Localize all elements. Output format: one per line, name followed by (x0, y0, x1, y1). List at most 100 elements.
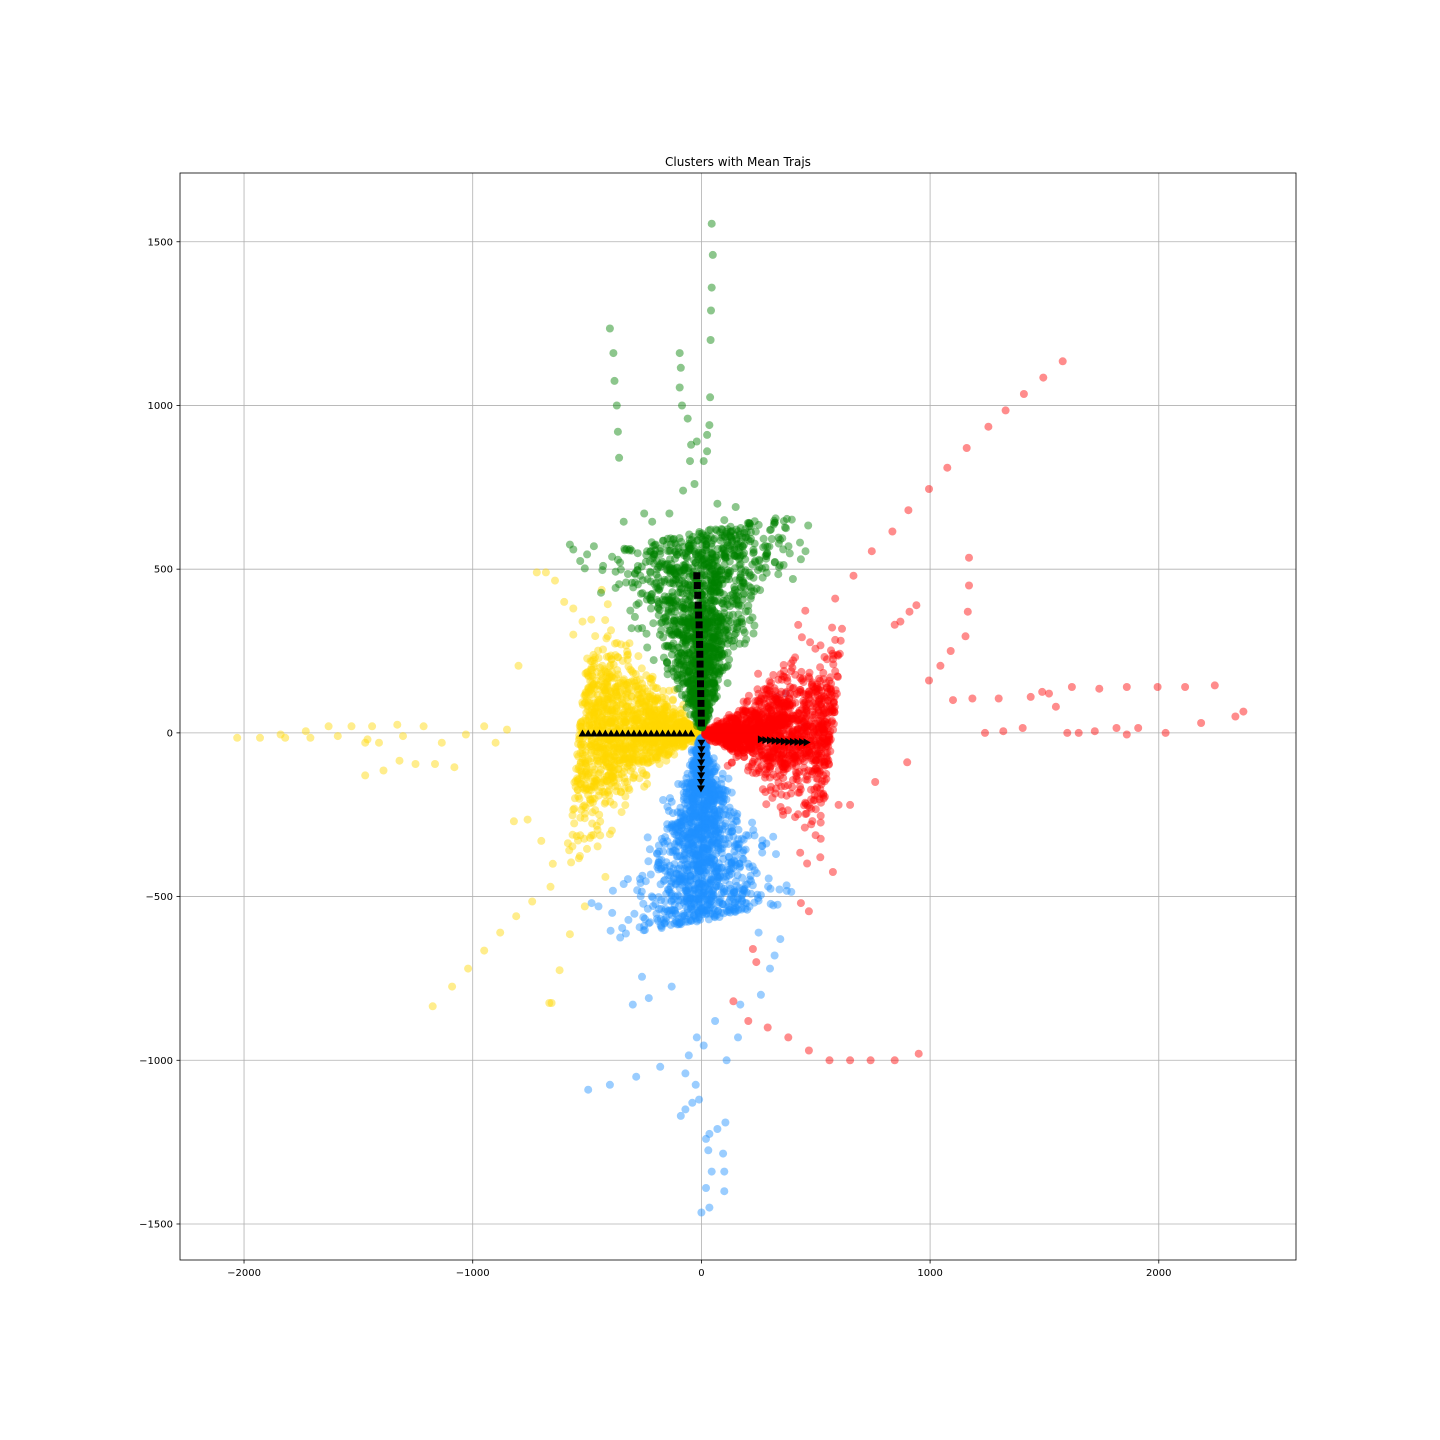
cluster-outlier-point (503, 725, 511, 734)
cluster-point (618, 692, 627, 701)
cluster-point (636, 694, 645, 703)
cluster-point (616, 558, 625, 567)
cluster-point (615, 748, 624, 757)
cluster-point (598, 743, 607, 752)
cluster-point (611, 743, 620, 752)
cluster-outlier-point (804, 1046, 813, 1055)
cluster-point (589, 720, 598, 729)
cluster-point (601, 790, 609, 799)
cluster-point (614, 653, 623, 662)
cluster-point (580, 814, 589, 823)
cluster-outlier-point (361, 738, 370, 747)
cluster-outlier-point (965, 581, 973, 590)
cluster-point (609, 773, 618, 782)
cluster-point (656, 880, 665, 889)
cluster-point (604, 741, 612, 750)
cluster-point (620, 707, 629, 716)
cluster-point (729, 887, 738, 896)
cluster-point (618, 656, 627, 665)
cluster-point (723, 742, 732, 750)
cluster-point (592, 709, 601, 718)
cluster-point (615, 756, 624, 765)
cluster-point (611, 782, 620, 791)
cluster-point (660, 717, 668, 726)
cluster-point (693, 728, 701, 737)
cluster-outlier-point (594, 902, 603, 911)
cluster-outlier-point (981, 728, 989, 737)
cluster-point (768, 793, 777, 802)
cluster-point (742, 708, 751, 717)
cluster-point (619, 679, 628, 688)
cluster-point (583, 844, 591, 853)
cluster-point (584, 685, 593, 694)
cluster-point (676, 809, 685, 818)
cluster-outlier-point (720, 1187, 729, 1196)
cluster-point (637, 737, 645, 745)
cluster-point (655, 753, 664, 762)
cluster-point (712, 826, 721, 835)
cluster-point (638, 757, 647, 766)
cluster-point (836, 636, 845, 645)
cluster-point (666, 747, 675, 756)
cluster-point (767, 709, 776, 718)
cluster-point (641, 735, 649, 744)
cluster-point (741, 719, 750, 727)
cluster-point (630, 678, 639, 687)
cluster-point (644, 692, 653, 701)
cluster-point (723, 761, 732, 770)
cluster-point (605, 743, 614, 751)
cluster-outlier-point (905, 607, 914, 616)
cluster-point (645, 674, 654, 683)
cluster-point (628, 755, 637, 764)
cluster-point (621, 717, 630, 726)
cluster-point (739, 846, 748, 855)
cluster-point (800, 823, 809, 832)
cluster-point (591, 632, 600, 641)
cluster-outlier-point (428, 1002, 437, 1011)
cluster-point (682, 902, 690, 911)
cluster-point (639, 913, 648, 922)
cluster-point (819, 771, 828, 780)
cluster-point (589, 777, 598, 786)
cluster-point (646, 870, 655, 879)
cluster-point (594, 769, 603, 778)
cluster-point (628, 744, 636, 753)
cluster-point (727, 823, 736, 832)
cluster-point (589, 680, 598, 689)
cluster-point (633, 715, 641, 724)
cluster-point (640, 755, 649, 763)
cluster-point (586, 708, 594, 717)
cluster-point (593, 703, 602, 711)
cluster-point (599, 753, 608, 762)
cluster-point (642, 706, 651, 715)
cluster-point (705, 779, 714, 788)
cluster-point (801, 714, 810, 723)
cluster-outlier-point (569, 630, 578, 639)
cluster-point (600, 799, 609, 808)
cluster-point (603, 680, 612, 689)
cluster-point (821, 761, 829, 770)
cluster-outlier-point (1197, 719, 1206, 727)
cluster-point (644, 857, 653, 866)
cluster-outlier-point (375, 738, 383, 747)
cluster-point (614, 722, 623, 731)
cluster-point (641, 708, 650, 717)
cluster-point (614, 712, 623, 721)
cluster-point (637, 697, 646, 706)
cluster-point (634, 690, 643, 699)
cluster-point (571, 794, 579, 803)
cluster-outlier-point (324, 722, 333, 731)
cluster-point (631, 670, 640, 679)
cluster-point (604, 749, 613, 757)
cluster-point (608, 774, 617, 783)
cluster-point (582, 785, 591, 793)
cluster-point (648, 893, 657, 902)
cluster-point (600, 665, 609, 674)
cluster-point (804, 699, 813, 708)
cluster-point (669, 737, 678, 746)
cluster-point (791, 813, 800, 822)
cluster-point (642, 715, 651, 724)
cluster-point (648, 738, 657, 747)
cluster-point (624, 915, 633, 924)
cluster-outlier-point (1018, 724, 1027, 732)
